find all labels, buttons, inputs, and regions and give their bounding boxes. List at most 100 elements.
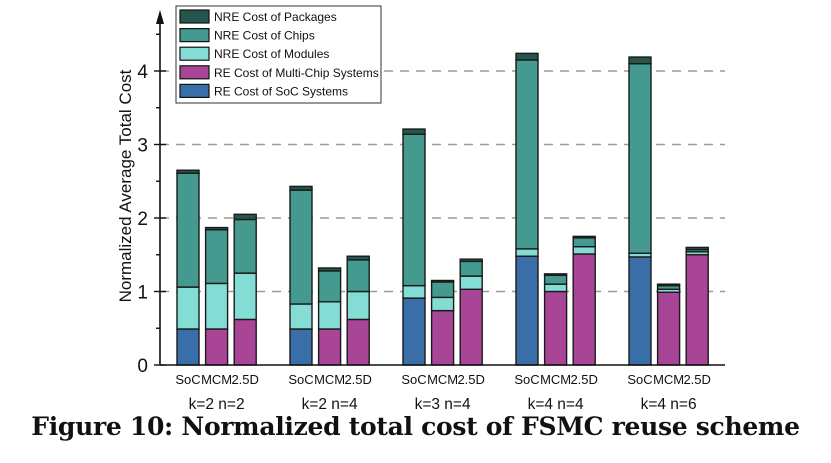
y-tick-label: 4 [137,62,148,83]
bar-segment-chips [317,270,342,303]
bar-k-4-n-4-MCM [543,273,568,366]
bar-segment-packages [515,52,539,61]
bar-segment-chips [176,172,200,288]
bar-label: 2.5D [683,372,710,387]
group-label: k=4 n=4 [528,396,584,410]
bar-segment-chips [543,274,568,285]
bar-segment-re [430,309,455,366]
bar-k-4-n-6-25D [685,246,709,366]
bar-k-2-n-2-25D [233,213,257,366]
bar-segment-re [628,256,652,366]
bar-segment-re [402,297,426,366]
bar-label: MCM [201,372,232,387]
bar-label: SoC [175,372,200,387]
bar-segment-packages [572,235,596,239]
legend-swatch [179,65,210,80]
bar-label: MCM [427,372,458,387]
bar-segment-chips [402,133,426,287]
bar-segment-packages [402,128,426,135]
legend-label: NRE Cost of Packages [214,10,337,24]
group-label: k=3 n=4 [415,396,471,410]
bar-segment-packages [176,169,200,174]
bar-k-4-n-6-SoC [628,56,652,366]
bar-segment-modules [459,275,483,290]
y-tick-label: 0 [137,356,148,377]
bar-segment-chips [233,218,257,274]
bar-segment-re [289,328,313,366]
group-label: k=2 n=2 [189,396,245,410]
bar-segment-packages [459,258,483,263]
bar-k-2-n-2-MCM [204,226,229,366]
bar-segment-packages [204,226,229,231]
bar-segment-packages [289,185,313,191]
bar-segment-packages [430,279,455,283]
group-label: k=4 n=6 [641,396,697,410]
bar-segment-re [233,318,257,366]
bar-segment-modules [289,303,313,330]
bar-segment-packages [628,56,652,65]
bar-segment-re [572,253,596,366]
bar-segment-re [346,318,370,366]
bar-segment-chips [204,229,229,285]
y-tick-label: 2 [137,209,148,230]
bar-k-2-n-4-MCM [317,267,342,366]
bar-label: SoC [514,372,539,387]
bar-segment-re [656,291,681,366]
bar-segment-modules [572,245,596,255]
y-axis-arrow-icon [156,10,164,24]
y-tick-labels: 0 1 2 3 4 [137,62,148,377]
legend-swatch [179,83,210,99]
bar-segment-modules [543,283,568,293]
bar-segment-modules [430,296,455,312]
legend: NRE Cost of Packages NRE Cost of Chips NRE… [175,5,382,104]
bar-label: SoC [288,372,313,387]
bar-label: 2.5D [457,372,484,387]
bar-segment-re [204,328,229,366]
legend-box [175,5,382,104]
bar-k-4-n-6-MCM [656,283,681,366]
bar-label: MCM [653,372,684,387]
bar-k-2-n-4-SoC [289,185,313,366]
bars [176,52,709,366]
bar-segment-re [176,328,200,366]
bar-segment-chips [289,189,313,305]
bar-label: MCM [314,372,345,387]
bar-segment-re [459,288,483,366]
bar-segment-re [543,290,568,366]
bar-k-4-n-4-25D [572,235,596,366]
bar-label: SoC [401,372,426,387]
bar-segment-modules [346,290,370,321]
legend-label: NRE Cost of Chips [214,29,315,43]
bar-segment-packages [346,255,370,261]
legend-swatch [179,46,210,61]
bar-segment-modules [176,286,200,330]
bar-k-2-n-2-SoC [176,169,200,366]
bar-segment-chips [515,59,539,250]
bar-k-3-n-4-MCM [430,279,455,366]
bar-segment-chips [459,260,483,277]
bar-segment-modules [233,272,257,321]
bar-segment-chips [572,237,596,248]
bar-segment-packages [656,283,681,287]
bar-segment-modules [317,301,342,330]
bar-segment-re [515,255,539,366]
bar-label: SoC [627,372,652,387]
bar-label: 2.5D [570,372,597,387]
y-tick-label: 3 [137,136,148,157]
bar-segment-packages [685,246,709,251]
legend-label: RE Cost of Multi-Chip Systems [214,66,379,80]
bar-segment-chips [346,259,370,293]
bar-segment-modules [402,284,426,299]
bar-segment-packages [543,273,568,277]
bar-k-3-n-4-25D [459,258,483,366]
bar-k-2-n-4-25D [346,255,370,366]
bar-segment-modules [204,282,229,330]
bar-label: 2.5D [231,372,258,387]
figure-caption: Figure 10: Normalized total cost of FSMC… [31,412,800,441]
legend-label: NRE Cost of Modules [214,47,329,61]
x-tick-labels: SoC MCM 2.5D SoC MCM 2.5D SoC MCM 2.5D SoC MCM 2.5D… [175,372,711,410]
bar-k-4-n-4-SoC [515,52,539,366]
bar-segment-chips [430,281,455,299]
bar-k-3-n-4-SoC [402,128,426,366]
